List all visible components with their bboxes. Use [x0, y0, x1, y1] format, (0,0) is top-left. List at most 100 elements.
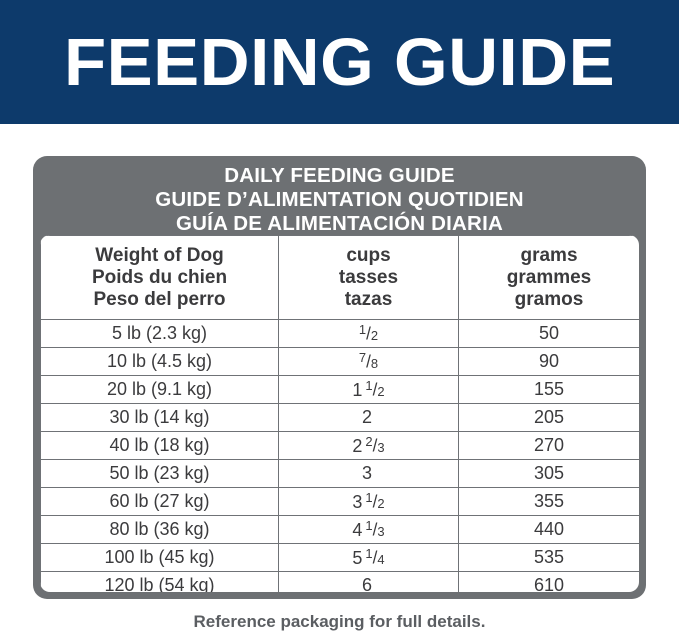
- cell-cups: 2: [278, 403, 459, 432]
- table-row: 50 lb (23 kg) 3 305: [40, 459, 639, 488]
- fraction-numerator: 1: [365, 378, 373, 394]
- column-header-cups-es: tazas: [344, 288, 393, 310]
- cups-fraction: 1/4: [365, 546, 384, 568]
- column-header-grams-es: gramos: [514, 288, 584, 310]
- cell-grams: 155: [458, 375, 639, 404]
- fraction-slash: /: [372, 380, 378, 400]
- fraction-denominator: 3: [377, 524, 385, 540]
- column-header-weight: Weight of Dog Poids du chien Peso del pe…: [40, 235, 279, 320]
- fraction-numerator: 1: [365, 490, 373, 506]
- page-banner: FEEDING GUIDE: [0, 0, 679, 124]
- cell-cups: 4 1/3: [278, 515, 459, 544]
- cell-weight: 60 lb (27 kg): [40, 487, 279, 516]
- column-header-grams-en: grams: [520, 244, 578, 266]
- cups-fraction: 1/2: [365, 490, 384, 512]
- cell-grams: 305: [458, 459, 639, 488]
- fraction-slash: /: [372, 548, 378, 568]
- fraction-slash: /: [372, 492, 378, 512]
- table-row: 5 lb (2.3 kg) 1/2 50: [40, 319, 639, 348]
- column-header-cups-fr: tasses: [338, 266, 399, 288]
- feeding-table-container: Weight of Dog Poids du chien Peso del pe…: [40, 235, 639, 592]
- column-header-weight-fr: Poids du chien: [91, 266, 228, 288]
- cell-cups: 1/2: [278, 319, 459, 348]
- column-header-grams: grams grammes gramos: [458, 235, 639, 320]
- feeding-table: Weight of Dog Poids du chien Peso del pe…: [40, 235, 639, 592]
- fraction-denominator: 3: [377, 440, 385, 456]
- fraction-numerator: 1: [358, 322, 367, 338]
- panel-title-fr: GUIDE D’ALIMENTATION QUOTIDIEN: [155, 188, 524, 211]
- fraction-slash: /: [366, 324, 371, 344]
- cell-weight: 120 lb (54 kg): [40, 571, 279, 592]
- cell-cups: 6: [278, 571, 459, 592]
- cell-cups: 7/8: [278, 347, 459, 376]
- cups-whole: 1: [352, 379, 363, 400]
- cell-cups: 3 1/2: [278, 487, 459, 516]
- table-row: 120 lb (54 kg) 6 610: [40, 571, 639, 592]
- cups-fraction: 7/8: [359, 350, 378, 372]
- panel-title-en: DAILY FEEDING GUIDE: [224, 164, 455, 187]
- fraction-numerator: 7: [358, 350, 367, 366]
- table-row: 100 lb (45 kg) 5 1/4 535: [40, 543, 639, 572]
- cell-grams: 355: [458, 487, 639, 516]
- column-header-grams-fr: grammes: [506, 266, 592, 288]
- fraction-denominator: 8: [370, 356, 379, 372]
- panel-title-block: DAILY FEEDING GUIDE GUIDE D’ALIMENTATION…: [33, 156, 646, 236]
- page-title: FEEDING GUIDE: [63, 24, 616, 100]
- fraction-numerator: 2: [365, 434, 373, 450]
- cell-weight: 5 lb (2.3 kg): [40, 319, 279, 348]
- cell-cups: 3: [278, 459, 459, 488]
- footnote: Reference packaging for full details.: [193, 612, 486, 631]
- fraction-slash: /: [372, 436, 378, 456]
- cups-fraction: 1/2: [365, 378, 384, 400]
- cell-weight: 30 lb (14 kg): [40, 403, 279, 432]
- table-body: 5 lb (2.3 kg) 1/2 50 10 lb (4.5 kg) 7/8 90 20 …: [40, 319, 639, 592]
- panel-title-es: GUÍA DE ALIMENTACIÓN DIARIA: [176, 212, 503, 235]
- table-row: 10 lb (4.5 kg) 7/8 90: [40, 347, 639, 376]
- cell-weight: 40 lb (18 kg): [40, 431, 279, 460]
- cell-cups: 5 1/4: [278, 543, 459, 572]
- cell-grams: 535: [458, 543, 639, 572]
- cell-grams: 50: [458, 319, 639, 348]
- table-row: 40 lb (18 kg) 2 2/3 270: [40, 431, 639, 460]
- fraction-numerator: 1: [365, 518, 373, 534]
- table-row: 30 lb (14 kg) 2 205: [40, 403, 639, 432]
- cell-weight: 20 lb (9.1 kg): [40, 375, 279, 404]
- cell-grams: 270: [458, 431, 639, 460]
- feeding-guide-panel: DAILY FEEDING GUIDE GUIDE D’ALIMENTATION…: [33, 156, 646, 599]
- cell-grams: 90: [458, 347, 639, 376]
- table-header: Weight of Dog Poids du chien Peso del pe…: [40, 235, 639, 320]
- cups-whole: 2: [361, 407, 372, 427]
- fraction-numerator: 1: [365, 546, 373, 562]
- cell-cups: 1 1/2: [278, 375, 459, 404]
- cups-whole: 5: [352, 547, 363, 568]
- table-header-row: Weight of Dog Poids du chien Peso del pe…: [40, 235, 639, 320]
- table-row: 20 lb (9.1 kg) 1 1/2 155: [40, 375, 639, 404]
- cell-grams: 440: [458, 515, 639, 544]
- cups-fraction: 2/3: [365, 434, 384, 456]
- cups-whole: 3: [361, 463, 372, 483]
- fraction-denominator: 2: [370, 328, 379, 344]
- cups-whole: 6: [361, 575, 372, 592]
- cell-weight: 50 lb (23 kg): [40, 459, 279, 488]
- cell-weight: 100 lb (45 kg): [40, 543, 279, 572]
- fraction-slash: /: [366, 352, 371, 372]
- cell-weight: 80 lb (36 kg): [40, 515, 279, 544]
- cups-whole: 2: [352, 435, 363, 456]
- column-header-weight-es: Peso del perro: [93, 288, 226, 310]
- fraction-denominator: 2: [377, 384, 385, 400]
- cups-whole: 3: [352, 491, 363, 512]
- column-header-weight-en: Weight of Dog: [95, 244, 224, 266]
- fraction-slash: /: [372, 520, 378, 540]
- cell-cups: 2 2/3: [278, 431, 459, 460]
- table-row: 60 lb (27 kg) 3 1/2 355: [40, 487, 639, 516]
- cups-fraction: 1/2: [359, 322, 378, 344]
- column-header-cups-en: cups: [346, 244, 391, 266]
- column-header-cups: cups tasses tazas: [278, 235, 459, 320]
- table-row: 80 lb (36 kg) 4 1/3 440: [40, 515, 639, 544]
- fraction-denominator: 2: [377, 496, 385, 512]
- cell-weight: 10 lb (4.5 kg): [40, 347, 279, 376]
- cell-grams: 610: [458, 571, 639, 592]
- cups-fraction: 1/3: [365, 518, 384, 540]
- cups-whole: 4: [352, 519, 363, 540]
- fraction-denominator: 4: [377, 552, 385, 568]
